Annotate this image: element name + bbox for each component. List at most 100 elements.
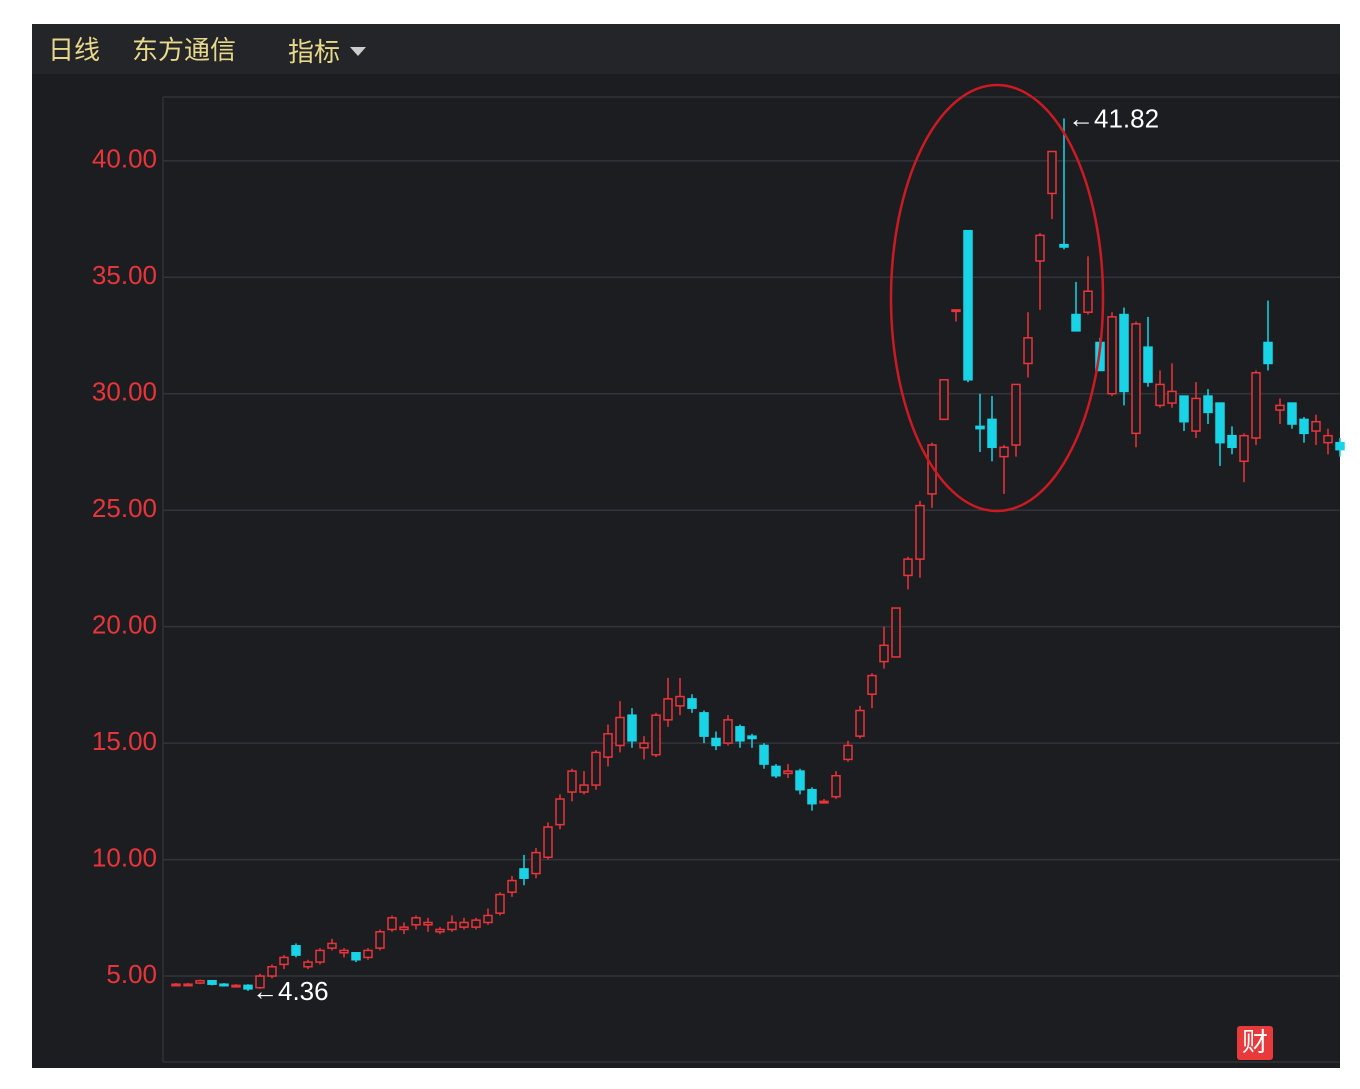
candle-body [1035,234,1045,262]
candle-body [255,975,265,989]
candle-body [879,644,889,663]
candle-body [1287,402,1297,425]
candle-body [1119,313,1129,393]
candle-body [951,309,961,313]
candle-body [939,379,949,421]
candle-body [555,798,565,826]
candle-body [483,914,493,924]
candle-body [183,983,193,987]
badge-text[interactable]: 财 [1242,1027,1268,1057]
candle-body [603,733,613,758]
plot: 5.00 10.00 15.00 20.00 25.00 30.00 35.00 40.00 ←… [92,103,1345,1006]
candle-body [663,698,673,721]
candle-body [315,949,325,963]
candle-body [651,714,661,756]
candle-body [1191,397,1201,432]
candle-body [1227,434,1237,449]
stock-name[interactable]: 东方通信 [132,35,236,65]
candle-body [759,744,769,765]
candle-body [1323,434,1333,444]
candle-body [867,674,877,695]
candle-body [963,229,973,381]
badge[interactable] [1237,1026,1273,1060]
candle-body [855,709,865,737]
candle-body [1059,243,1069,248]
candle-body [567,770,577,793]
candle-body [1011,383,1021,446]
dropdown-arrow[interactable] [350,47,366,56]
candle-body [1131,323,1141,435]
candle-body [375,931,385,949]
y-tick-label: 30.00 [92,377,157,407]
candle-body [1203,395,1213,414]
period-label[interactable]: 日线 [48,35,100,65]
toolbar [32,24,1340,74]
extreme-label: ←4.36 [252,976,329,1006]
candle-body [423,921,433,926]
candle-body [447,921,457,931]
candle-body [279,956,289,966]
candle-body [171,983,181,987]
candle-body [723,719,733,744]
candle-body [1167,390,1177,404]
candle-body [903,558,913,577]
candle-body [399,926,409,931]
candle-body [975,425,985,430]
candle-body [351,952,361,961]
candle-body [1143,346,1153,383]
candle-body [231,984,241,988]
candle-body [699,712,709,737]
y-tick-label: 15.00 [92,726,157,756]
candle-body [783,770,793,775]
candle-body [639,742,649,749]
candle-body [1071,313,1081,332]
candle-body [915,504,925,560]
candle-body [591,751,601,786]
candle-body [747,735,757,740]
candle-body [1275,404,1285,411]
candle-body [243,984,253,990]
candle-body [831,774,841,798]
y-tick-label: 5.00 [106,959,157,989]
candle-body [291,945,301,956]
candle-body [303,961,313,968]
candle-body [891,607,901,658]
candle-body [927,444,937,495]
candle-body [435,928,445,933]
candle-body [1107,316,1117,395]
candle-body [459,921,469,928]
indicator-menu[interactable]: 指标 [288,37,340,67]
candle-body [1083,290,1093,313]
highlight-circle [889,83,1105,513]
candle-body [795,770,805,791]
candle-body [195,979,205,984]
y-tick-label: 35.00 [92,260,157,290]
candle-body [987,418,997,449]
candle-body [267,965,277,977]
candle-body [363,949,373,959]
candle-body [1179,395,1189,423]
candle-body [1251,372,1261,439]
candle-body [627,714,637,742]
extreme-label: ←41.82 [1068,103,1159,133]
candle-body [1023,337,1033,365]
candle-body [711,737,721,747]
candle-body [999,446,1009,458]
y-tick-label: 20.00 [92,610,157,640]
candle-body [1263,341,1273,365]
candle-body [1311,420,1321,432]
y-tick-label: 40.00 [92,144,157,174]
candle-body [1239,434,1249,463]
candle-body [807,788,817,805]
candle-body [771,765,781,777]
candle-body [819,800,829,804]
candle-body [735,726,745,742]
candle-body [1299,418,1309,435]
candle-body [1215,402,1225,444]
candle-body [339,949,349,954]
candle-body [687,698,697,709]
candle-body [411,917,421,926]
y-tick-label: 10.00 [92,842,157,872]
candle-body [1155,383,1165,407]
